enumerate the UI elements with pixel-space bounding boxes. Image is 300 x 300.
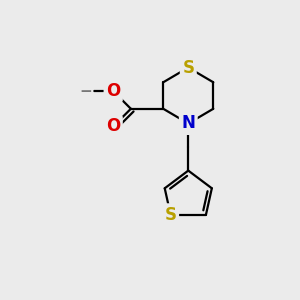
- Text: S: S: [182, 58, 194, 76]
- Text: O: O: [106, 82, 120, 100]
- Text: −: −: [80, 84, 93, 99]
- Text: O: O: [106, 117, 120, 135]
- Text: N: N: [181, 115, 195, 133]
- Text: S: S: [165, 206, 177, 224]
